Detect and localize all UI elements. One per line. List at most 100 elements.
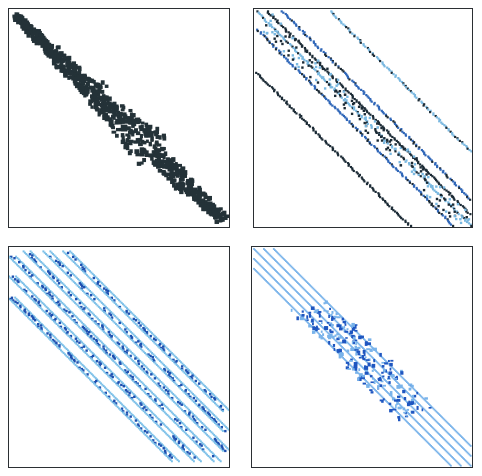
matrix-nonzero [466, 461, 469, 464]
matrix-nonzero [128, 108, 133, 113]
matrix-nonzero [109, 105, 114, 110]
matrix-nonzero [187, 371, 190, 375]
matrix-nonzero [360, 107, 363, 110]
matrix-nonzero [117, 381, 120, 384]
matrix-nonzero [97, 111, 102, 116]
matrix-nonzero [421, 150, 425, 153]
matrix-nonzero [440, 435, 442, 437]
matrix-nonzero [52, 272, 55, 275]
matrix-nonzero [300, 114, 303, 118]
matrix-nonzero [118, 400, 121, 403]
matrix-nonzero [152, 358, 155, 362]
matrix-nonzero [89, 371, 92, 374]
matrix-nonzero [195, 422, 199, 425]
matrix-nonzero [338, 333, 341, 336]
matrix-nonzero [444, 172, 447, 175]
matrix-nonzero [425, 410, 428, 413]
matrix-nonzero [217, 423, 220, 426]
matrix-nonzero [282, 258, 285, 260]
matrix-nonzero [322, 50, 325, 54]
matrix-nonzero [145, 326, 148, 329]
matrix-nonzero [89, 349, 91, 352]
matrix-nonzero [346, 90, 349, 93]
matrix-nonzero [323, 95, 326, 98]
matrix-nonzero [55, 301, 58, 305]
matrix-nonzero [34, 295, 37, 298]
matrix-nonzero [165, 366, 168, 369]
matrix-nonzero [68, 336, 71, 339]
matrix-nonzero [191, 458, 194, 461]
matrix-nonzero [329, 343, 331, 346]
matrix-nonzero [152, 439, 155, 442]
matrix-nonzero [120, 133, 125, 138]
matrix-nonzero [22, 304, 25, 307]
matrix-nonzero [161, 408, 164, 411]
matrix-nonzero [111, 299, 114, 302]
matrix-nonzero [359, 131, 362, 135]
matrix-nonzero [376, 122, 379, 125]
matrix-nonzero [74, 337, 78, 340]
matrix-nonzero [114, 334, 117, 337]
matrix-nonzero [167, 374, 171, 377]
matrix-nonzero [211, 432, 214, 435]
matrix-nonzero [405, 177, 408, 180]
matrix-nonzero [313, 318, 316, 321]
matrix-nonzero [288, 273, 291, 276]
matrix-nonzero [64, 292, 67, 295]
matrix-nonzero [392, 408, 397, 411]
matrix-nonzero [301, 56, 304, 59]
matrix-nonzero [347, 352, 350, 355]
matrix-nonzero [263, 267, 265, 270]
matrix-nonzero [314, 62, 317, 65]
matrix-nonzero [348, 104, 352, 107]
matrix-nonzero [85, 325, 88, 328]
matrix-nonzero [102, 385, 105, 388]
matrix-nonzero [196, 404, 199, 407]
matrix-nonzero [90, 291, 93, 294]
matrix-nonzero [101, 329, 104, 332]
matrix-nonzero [132, 379, 135, 382]
matrix-nonzero [156, 164, 160, 169]
matrix-nonzero [356, 172, 359, 175]
matrix-nonzero [141, 342, 144, 345]
matrix-nonzero [172, 182, 176, 188]
matrix-nonzero [154, 338, 157, 342]
matrix-nonzero [295, 50, 298, 54]
matrix-nonzero [134, 416, 137, 419]
matrix-nonzero [306, 315, 309, 319]
matrix-nonzero [406, 87, 409, 90]
matrix-nonzero [322, 317, 325, 320]
matrix-nonzero [344, 101, 347, 105]
matrix-nonzero [106, 326, 109, 329]
matrix-nonzero [295, 63, 299, 66]
matrix-nonzero [374, 379, 376, 381]
matrix-nonzero [99, 98, 105, 102]
matrix-nonzero [309, 39, 312, 42]
matrix-nonzero [161, 362, 164, 365]
matrix-nonzero [333, 318, 336, 321]
matrix-nonzero [316, 331, 319, 334]
matrix-nonzero [340, 315, 342, 317]
matrix-nonzero [146, 374, 149, 377]
matrix-nonzero [159, 444, 163, 447]
matrix-nonzero [287, 54, 290, 57]
matrix-nonzero [173, 439, 176, 442]
matrix-nonzero [370, 143, 373, 146]
matrix-nonzero [125, 407, 128, 410]
matrix-nonzero [276, 271, 278, 273]
matrix-nonzero [66, 307, 69, 310]
matrix-nonzero [459, 218, 462, 221]
matrix-nonzero [203, 411, 206, 414]
matrix-nonzero [173, 400, 176, 403]
matrix-nonzero [70, 359, 73, 362]
matrix-nonzero [110, 334, 113, 338]
matrix-nonzero [118, 326, 121, 329]
matrix-nonzero [260, 255, 263, 258]
matrix-nonzero [415, 401, 418, 403]
matrix-nonzero [276, 30, 279, 33]
matrix-nonzero [372, 54, 376, 57]
matrix-nonzero [404, 176, 408, 179]
matrix-nonzero [164, 385, 167, 388]
matrix-nonzero [344, 359, 347, 361]
matrix-nonzero [266, 11, 269, 14]
